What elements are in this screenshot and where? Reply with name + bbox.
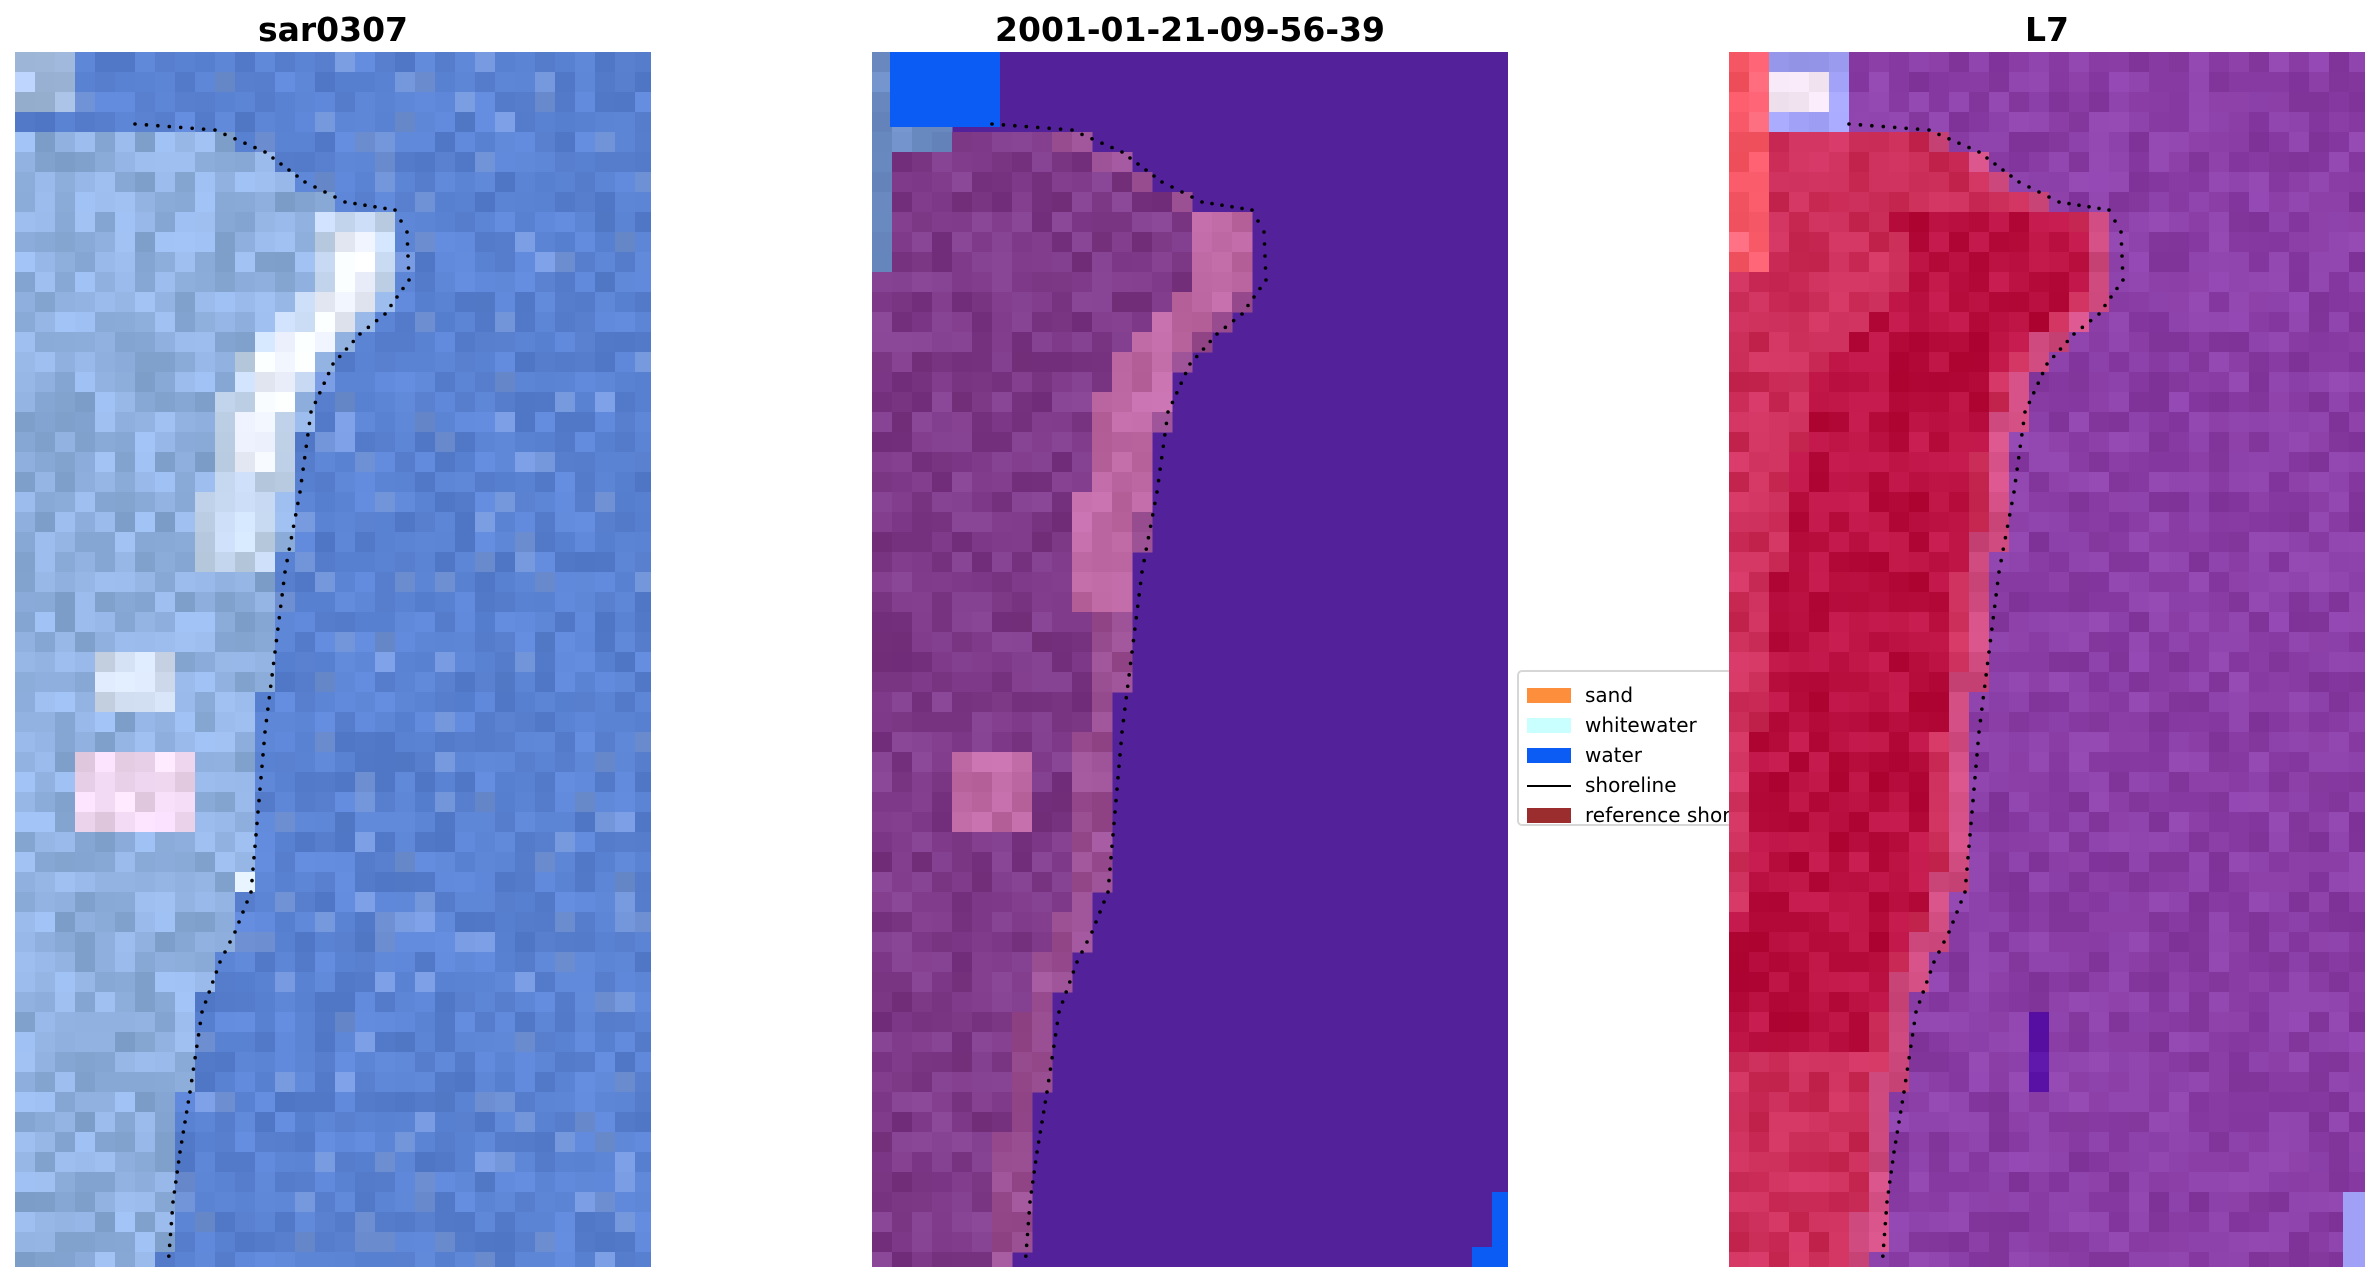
classification-legend: sand whitewater water shoreline referenc… [1517, 670, 1729, 826]
whitewater-swatch [1527, 718, 1571, 733]
detected-shoreline [133, 122, 411, 1258]
rgb-image-panel [15, 52, 651, 1267]
water-class-patch-corner [1472, 1247, 1508, 1267]
panel-title-rgb: sar0307 [257, 10, 409, 49]
detected-shoreline [1847, 122, 2125, 1258]
legend-item-water: water [1527, 742, 1729, 768]
panel-title-satellite: L7 [2025, 10, 2069, 49]
legend-label-sand: sand [1585, 683, 1634, 707]
detected-shoreline [990, 122, 1268, 1258]
index-image-panel [1729, 52, 2365, 1267]
shoreline-line-swatch [1527, 785, 1571, 787]
legend-item-shoreline: shoreline [1527, 772, 1729, 798]
index-pixels [1729, 52, 2365, 1267]
reference-shoreline-swatch [1527, 808, 1571, 823]
legend-label-reference-shoreline: reference shoreline [1585, 803, 1729, 826]
panel-title-date: 2001-01-21-09-56-39 [995, 10, 1385, 49]
water-class-patch-top [890, 52, 1000, 127]
legend-item-sand: sand [1527, 682, 1729, 708]
classified-image-panel [872, 52, 1508, 1267]
legend-label-whitewater: whitewater [1585, 713, 1697, 737]
water-swatch [1527, 748, 1571, 763]
rgb-pixels [15, 52, 651, 1267]
legend-item-reference-shoreline: reference shoreline [1527, 802, 1729, 826]
legend-label-shoreline: shoreline [1585, 773, 1677, 797]
sand-swatch [1527, 688, 1571, 703]
index-patch-bottom [2343, 1192, 2365, 1267]
legend-label-water: water [1585, 743, 1642, 767]
legend-item-whitewater: whitewater [1527, 712, 1729, 738]
